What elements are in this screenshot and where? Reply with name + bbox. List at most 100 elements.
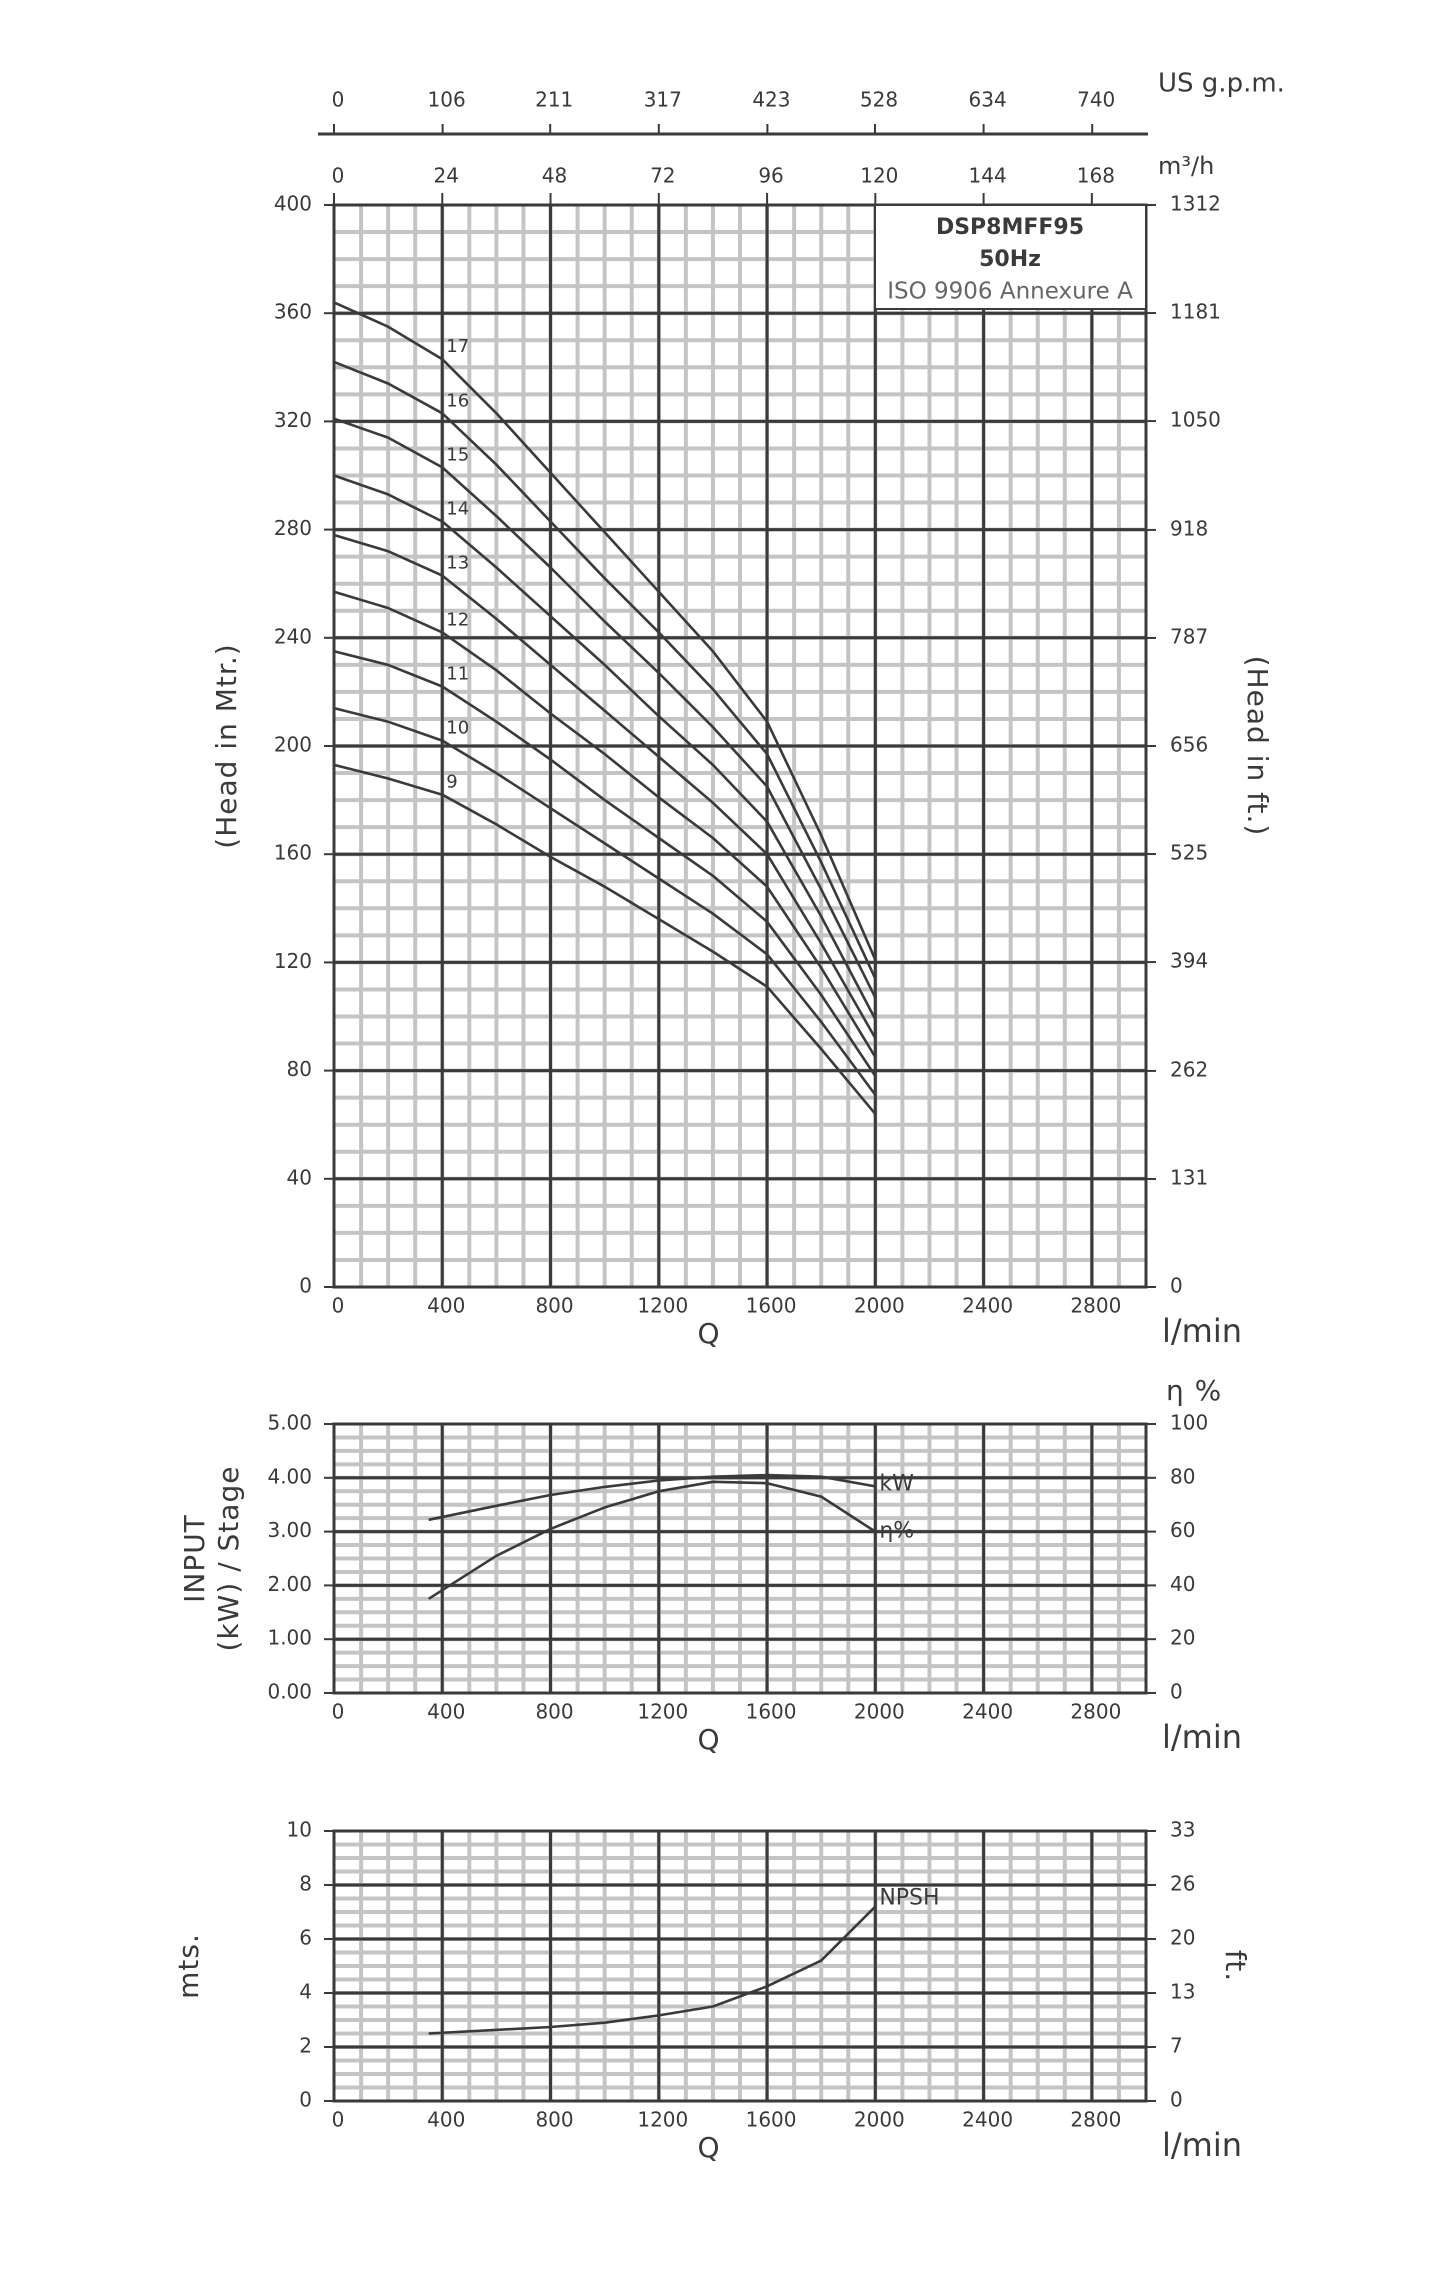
x-tick-label: 800 xyxy=(535,2108,573,2132)
series-label: NPSH xyxy=(879,1886,939,1911)
y-tick-label: 240 xyxy=(274,624,312,648)
y2-tick-label: 26 xyxy=(1170,1871,1195,1895)
y2-tick-label: 1050 xyxy=(1170,408,1221,432)
x-tick-label: 2000 xyxy=(854,1294,905,1318)
y-tick-label: 120 xyxy=(274,949,312,973)
x3-tick-label: 317 xyxy=(644,88,682,112)
x-tick-label: 1200 xyxy=(637,1294,688,1318)
series-line xyxy=(333,301,877,961)
x-tick-label: 1600 xyxy=(746,1700,797,1724)
y-tick-label: 280 xyxy=(274,516,312,540)
x-tick-label: 0 xyxy=(332,1700,345,1724)
series-label: 17 xyxy=(446,336,469,357)
x-tick-label: 400 xyxy=(427,1294,465,1318)
y-tick-label: 2 xyxy=(299,2034,312,2058)
y-tick-label: 80 xyxy=(287,1057,312,1081)
y2-tick-label: 0 xyxy=(1170,1274,1183,1298)
y2-tick-label: 20 xyxy=(1170,1626,1195,1650)
series-line xyxy=(333,474,877,1020)
series-line xyxy=(333,763,877,1115)
plot-frame xyxy=(332,1422,1148,1695)
series-label: 12 xyxy=(446,609,469,630)
y2-tick-label: 20 xyxy=(1170,1925,1195,1949)
x3-tick-label: 740 xyxy=(1077,88,1115,112)
y2-tick-label: 80 xyxy=(1170,1464,1195,1488)
y2-tick-label: 1181 xyxy=(1170,300,1221,324)
x-tick-label: 400 xyxy=(427,1700,465,1724)
y-tick-label: 200 xyxy=(274,733,312,757)
x-tick-label: 800 xyxy=(535,1294,573,1318)
x-tick-label: 800 xyxy=(535,1700,573,1724)
plot-frame xyxy=(332,203,1148,1289)
y2-axis-title: (Head in ft.) xyxy=(1241,656,1274,837)
y-tick-label: 3.00 xyxy=(267,1518,312,1542)
annotation-box xyxy=(874,204,1147,310)
plot-frame xyxy=(332,1829,1148,2103)
y2-tick-label: 394 xyxy=(1170,949,1208,973)
y-axis-title: INPUT xyxy=(178,1514,211,1603)
series-line xyxy=(333,417,877,999)
x-axis-unit: l/min xyxy=(1162,1312,1242,1350)
x2-tick-label: 120 xyxy=(860,164,898,188)
x2-tick-label: 168 xyxy=(1077,164,1115,188)
x-axis-title: Q xyxy=(697,2131,720,2164)
y2-tick-label: 33 xyxy=(1170,1818,1195,1842)
y-axis-title: (kW) / Stage xyxy=(212,1466,245,1652)
y2-tick-label: 787 xyxy=(1170,624,1208,648)
x-tick-label: 1600 xyxy=(746,2108,797,2132)
y-tick-label: 2.00 xyxy=(267,1572,312,1596)
series-line xyxy=(428,1480,877,1600)
chart-panel: 0 400 800 1200 1600 2000 2400 28000.001.002.003… xyxy=(178,1374,1242,1756)
series-label: 15 xyxy=(446,444,469,465)
x-axis-title: Q xyxy=(697,1317,720,1350)
y2-tick-label: 131 xyxy=(1170,1165,1208,1189)
y-tick-label: 400 xyxy=(274,192,312,216)
y2-tick-label: 13 xyxy=(1170,1980,1195,2004)
x-tick-label: 2800 xyxy=(1070,1700,1121,1724)
y2-tick-label: 0 xyxy=(1170,1680,1183,1704)
x2-tick-label: 144 xyxy=(969,164,1007,188)
x3-tick-label: 211 xyxy=(535,88,573,112)
y2-tick-label: 100 xyxy=(1170,1411,1208,1435)
y-tick-label: 360 xyxy=(274,300,312,324)
x2-tick-label: 72 xyxy=(650,164,675,188)
y-tick-label: 8 xyxy=(299,1872,312,1896)
series-label: 9 xyxy=(446,772,457,793)
y-tick-label: 4.00 xyxy=(267,1464,312,1488)
y-tick-label: 5.00 xyxy=(267,1411,312,1435)
x2-tick-label: 96 xyxy=(758,164,783,188)
y-tick-label: 0 xyxy=(299,1274,312,1298)
x-tick-label: 2800 xyxy=(1070,2108,1121,2132)
series-label: 11 xyxy=(446,663,469,684)
x3-unit: US g.p.m. xyxy=(1158,69,1285,99)
series-label: η% xyxy=(879,1519,914,1544)
y2-tick-label: 525 xyxy=(1170,841,1208,865)
series-line xyxy=(333,533,877,1039)
x3-tick-label: 106 xyxy=(428,88,466,112)
y-tick-label: 6 xyxy=(299,1926,312,1950)
y-tick-label: 320 xyxy=(274,408,312,432)
x-axis-title: Q xyxy=(697,1723,720,1756)
x-tick-label: 2000 xyxy=(854,1700,905,1724)
x3-tick-label: 634 xyxy=(969,88,1007,112)
annotation-text: 50Hz xyxy=(979,247,1041,272)
series-label: kW xyxy=(879,1471,914,1496)
x3-tick-label: 0 xyxy=(332,88,345,112)
y2-tick-label: 7 xyxy=(1170,2034,1183,2058)
y-tick-label: 10 xyxy=(287,1818,312,1842)
annotation-text: DSP8MFF95 xyxy=(936,215,1084,240)
x3-tick-label: 528 xyxy=(860,88,898,112)
y-tick-label: 1.00 xyxy=(267,1626,312,1650)
x2-unit: m³/h xyxy=(1158,152,1214,180)
x-tick-label: 400 xyxy=(427,2108,465,2132)
x-tick-label: 1200 xyxy=(637,1700,688,1724)
x-tick-label: 2000 xyxy=(854,2108,905,2132)
y-tick-label: 40 xyxy=(287,1165,312,1189)
series-line xyxy=(428,1473,876,1522)
series-line xyxy=(333,706,877,1096)
x2-tick-label: 24 xyxy=(434,164,459,188)
x-axis-unit: l/min xyxy=(1162,2126,1242,2164)
y2-tick-label: 60 xyxy=(1170,1518,1195,1542)
x2-tick-label: 0 xyxy=(332,164,345,188)
